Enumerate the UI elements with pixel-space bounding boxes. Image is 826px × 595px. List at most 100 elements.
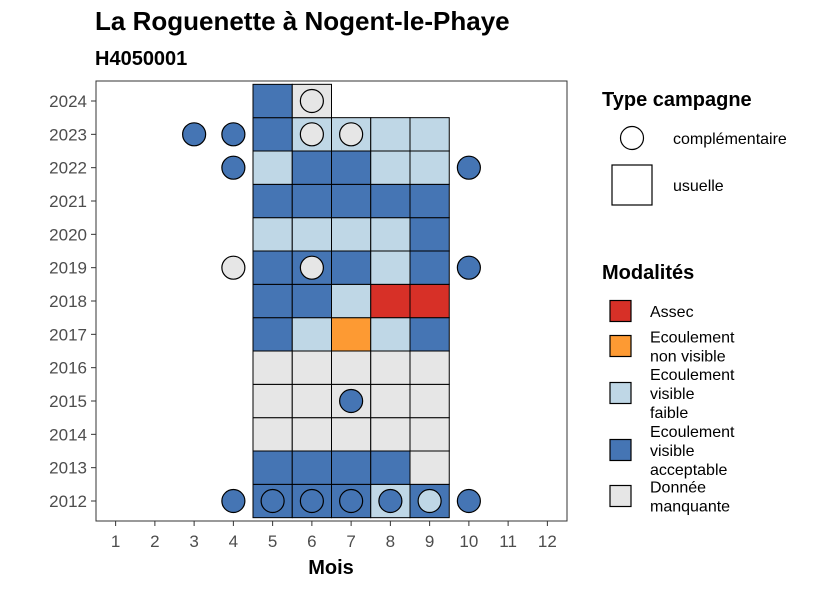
x-tick-label: 7: [346, 532, 355, 551]
x-tick-label: 1: [111, 532, 120, 551]
legend-type-campagne: Type campagne complémentaire usuelle: [602, 89, 787, 206]
tile-2022-6: [291, 150, 332, 185]
x-axis: 1 2 3 4 5 6 7 8 9 10 11 12: [111, 521, 557, 551]
tile-2021-9: [409, 183, 450, 219]
legend-key-ecoul_va: [609, 438, 632, 462]
x-tick-label: 2: [150, 532, 159, 551]
tile-2015-5: [252, 383, 293, 419]
y-tick-label: 2023: [49, 125, 87, 144]
y-axis: 2012 2013 2014 2015 2016 2017 2018 2019 2020 2021…: [49, 92, 96, 511]
tile-2018-8: [370, 283, 411, 319]
tile-2022-8: [370, 150, 411, 185]
tile-2013-6: [291, 450, 332, 485]
legend-label-ecoul_vf: Ecoulement visible faible: [650, 367, 735, 422]
tile-2023-9: [409, 117, 450, 152]
y-tick-label: 2015: [49, 392, 87, 411]
legend-type-title: Type campagne: [602, 89, 752, 111]
legend-label-assec: Assec: [650, 304, 694, 321]
tile-2024-5: [252, 83, 293, 119]
tile-2020-7: [331, 217, 372, 252]
legend-label-nd: Donnée manquante: [650, 480, 730, 516]
y-tick-label: 2024: [49, 92, 87, 111]
y-tick-label: 2017: [49, 325, 87, 344]
y-tick-label: 2012: [49, 492, 87, 511]
point-2019-10: [456, 255, 481, 280]
x-tick-label: 6: [307, 532, 316, 551]
tile-2020-9: [409, 217, 450, 252]
tile-2017-5: [252, 317, 293, 352]
tile-2016-9: [409, 350, 450, 385]
tile-2014-9: [409, 417, 450, 452]
point-2012-8: [378, 488, 403, 514]
point-2023-3: [182, 122, 207, 147]
tile-2015-6: [291, 383, 332, 419]
tile-2021-5: [252, 183, 293, 219]
tile-2016-6: [291, 350, 332, 385]
x-tick-label: 11: [499, 532, 517, 551]
legend-type-label: usuelle: [673, 178, 724, 195]
tile-2016-7: [331, 350, 372, 385]
complementary-points: [182, 88, 481, 514]
y-tick-label: 2016: [49, 359, 87, 378]
legend-key-assec: [609, 299, 632, 323]
point-2023-4: [221, 122, 246, 147]
tile-2022-9: [409, 150, 450, 185]
x-tick-label: 5: [268, 532, 277, 551]
tile-2018-5: [252, 283, 293, 319]
legend-modalites-title: Modalités: [602, 262, 694, 284]
point-2012-5: [260, 488, 285, 514]
point-2012-4: [221, 488, 246, 514]
x-tick-label: 4: [229, 532, 238, 551]
point-2022-10: [456, 155, 481, 180]
y-tick-label: 2013: [49, 459, 87, 478]
x-tick-label: 10: [459, 532, 478, 551]
x-tick-label: 3: [189, 532, 198, 551]
x-tick-label: 8: [386, 532, 395, 551]
point-2019-4: [221, 255, 246, 280]
tile-2017-6: [291, 317, 332, 352]
tile-2019-5: [252, 250, 293, 285]
x-tick-label: 9: [425, 532, 434, 551]
tile-2014-6: [291, 417, 332, 452]
tile-2023-5: [252, 117, 293, 152]
tile-2023-8: [370, 117, 411, 152]
tile-2018-7: [331, 283, 372, 319]
tile-2014-7: [331, 417, 372, 452]
tile-2016-5: [252, 350, 293, 385]
point-2012-6: [299, 488, 324, 514]
point-2023-7: [339, 122, 364, 147]
y-tick-label: 2022: [49, 159, 87, 178]
y-tick-label: 2019: [49, 259, 87, 278]
point-2012-10: [456, 488, 481, 514]
y-tick-label: 2020: [49, 225, 87, 244]
legend-key-nd: [609, 484, 632, 508]
tile-2014-8: [370, 417, 411, 452]
legend-square-symbol: [611, 164, 653, 206]
point-2015-7: [339, 388, 364, 414]
legend-key-ecoul_vf: [609, 381, 632, 405]
point-2012-9: [417, 488, 442, 514]
tile-2014-5: [252, 417, 293, 452]
legend-type-label: complémentaire: [673, 131, 787, 148]
point-2022-4: [221, 155, 246, 180]
tile-2021-8: [370, 183, 411, 219]
chart-subtitle: H4050001: [95, 48, 187, 70]
tile-2019-7: [331, 250, 372, 285]
legend-circle-symbol: [619, 125, 645, 151]
y-tick-label: 2021: [49, 192, 87, 211]
tile-2019-9: [409, 250, 450, 285]
chart-title: La Roguenette à Nogent-le-Phaye: [95, 6, 510, 36]
tile-2022-7: [331, 150, 372, 185]
tile-2013-8: [370, 450, 411, 485]
tile-2013-5: [252, 450, 293, 485]
tile-2021-7: [331, 183, 372, 219]
tile-2017-7: [331, 317, 372, 352]
tile-2020-6: [291, 217, 332, 252]
point-2019-6: [299, 255, 324, 280]
tile-2018-9: [409, 283, 450, 319]
y-tick-label: 2018: [49, 292, 87, 311]
tile-2021-6: [291, 183, 332, 219]
tile-2016-8: [370, 350, 411, 385]
